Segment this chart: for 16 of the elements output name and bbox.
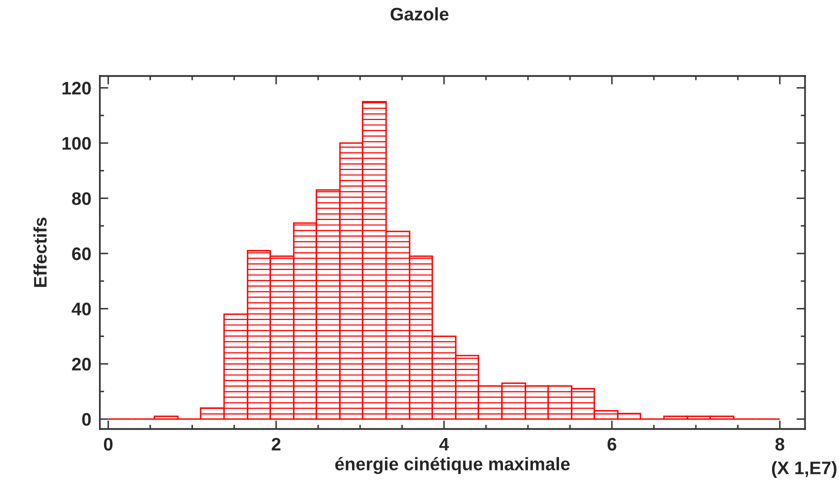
x-tick-label: 8 xyxy=(775,438,784,451)
y-tick-label: 20 xyxy=(72,358,91,371)
y-tick-label: 80 xyxy=(72,192,91,205)
chart-title: Gazole xyxy=(390,7,448,21)
y-tick-label: 0 xyxy=(82,413,91,426)
text: (X 1,E7) xyxy=(772,461,836,478)
y-tick-label: 40 xyxy=(72,302,91,316)
y-tick-label: 100 xyxy=(62,136,91,150)
y-axis-title: Effectifs xyxy=(33,218,47,287)
x-tick-label: 0 xyxy=(104,438,113,451)
x-tick-label: 2 xyxy=(272,438,280,450)
x-axis-title: énergie cinétique maximale xyxy=(335,456,570,474)
x-tick-label: 6 xyxy=(608,438,616,451)
y-tick-label: 60 xyxy=(72,247,91,260)
x-tick-label: 4 xyxy=(439,438,449,450)
y-tick-label: 120 xyxy=(62,82,91,95)
